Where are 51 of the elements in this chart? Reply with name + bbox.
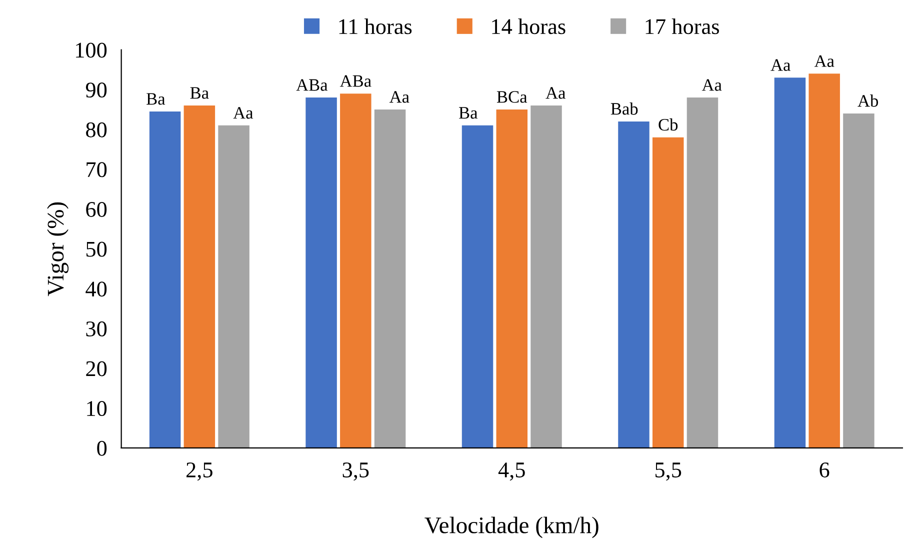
y-tick-label: 100 xyxy=(76,42,107,58)
bar xyxy=(218,125,250,448)
data-label: Aa xyxy=(814,55,834,67)
x-tick-label: 6 xyxy=(820,462,830,478)
legend-label: 11 horas xyxy=(339,18,412,34)
bar xyxy=(652,137,684,448)
y-tick-label: 10 xyxy=(87,401,107,416)
bar xyxy=(686,98,718,448)
bar xyxy=(462,125,494,448)
bar xyxy=(843,113,874,448)
data-label: Aa xyxy=(233,107,254,119)
data-label: Ba xyxy=(146,93,166,105)
y-tick-label: 40 xyxy=(86,282,107,297)
bar xyxy=(149,111,181,448)
data-label: Cb xyxy=(658,118,678,131)
x-tick-label: 3,5 xyxy=(342,462,369,481)
x-axis-title: Velocidade (km/h) xyxy=(424,516,598,538)
legend-label: 17 horas xyxy=(646,18,719,34)
bar xyxy=(618,121,650,448)
y-tick-label: 30 xyxy=(86,321,107,336)
data-label: Ab xyxy=(858,94,878,107)
data-label: BCa xyxy=(496,91,528,103)
legend-label: 14 horas xyxy=(492,18,566,34)
bar xyxy=(374,109,406,448)
data-label: Aa xyxy=(770,59,790,71)
x-tick-label: 2,5 xyxy=(186,462,212,481)
data-label: Aa xyxy=(546,87,566,99)
data-label: Bab xyxy=(610,102,638,115)
y-tick-label: 50 xyxy=(86,242,107,257)
bar xyxy=(306,98,337,448)
bar xyxy=(774,78,806,448)
x-tick-label: 5,5 xyxy=(656,462,682,481)
y-tick-label: 0 xyxy=(97,440,107,456)
bar xyxy=(340,94,372,448)
bar xyxy=(496,109,528,448)
data-label: ABa xyxy=(296,79,328,91)
data-label: Aa xyxy=(389,91,410,103)
y-tick-label: 20 xyxy=(86,361,107,376)
y-axis-title: Vigor (%) xyxy=(47,202,69,296)
data-label: Ba xyxy=(190,87,209,99)
data-label: Ba xyxy=(458,107,478,119)
data-label: ABa xyxy=(340,75,372,87)
y-tick-label: 60 xyxy=(86,202,107,217)
x-tick-label: 4,5 xyxy=(498,462,525,481)
bar xyxy=(530,106,562,448)
bar xyxy=(184,106,216,448)
data-label: Aa xyxy=(702,79,722,91)
y-tick-label: 80 xyxy=(86,122,107,138)
y-tick-label: 90 xyxy=(86,82,107,98)
y-tick-label: 70 xyxy=(86,162,107,178)
bar xyxy=(808,74,840,448)
